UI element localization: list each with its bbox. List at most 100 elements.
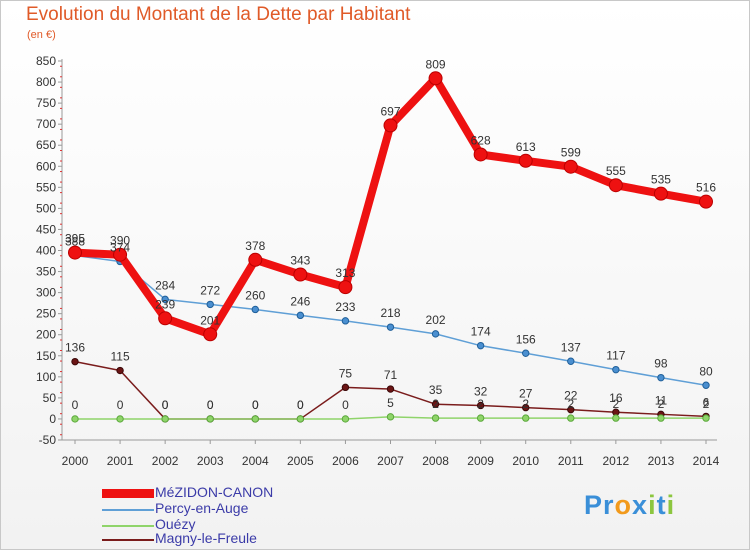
- data-point-mezidon: [68, 245, 82, 260]
- data-label-mezidon: 555: [606, 164, 626, 178]
- data-label-magny: 35: [429, 383, 443, 397]
- x-tick-label: 2005: [287, 454, 314, 468]
- y-tick-label: 750: [36, 96, 56, 110]
- y-tick-label: 500: [36, 201, 56, 215]
- data-label-ouezy: 0: [162, 398, 169, 412]
- data-label-percy: 374: [110, 240, 130, 254]
- y-tick-label: 550: [36, 180, 56, 194]
- data-point-magny: [71, 357, 79, 366]
- data-label-mezidon: 628: [471, 133, 491, 147]
- data-point-ouezy: [567, 414, 575, 422]
- data-point-ouezy: [702, 414, 710, 422]
- y-tick-label: 200: [36, 328, 56, 342]
- data-label-ouezy: 2: [658, 397, 665, 411]
- x-tick-label: 2001: [107, 454, 134, 468]
- data-point-ouezy: [612, 414, 620, 422]
- logo-letter: i: [666, 490, 676, 520]
- logo-letter: o: [614, 490, 633, 520]
- data-label-ouezy: 2: [432, 397, 439, 411]
- data-point-percy: [161, 295, 169, 304]
- legend-label-ouezy: Ouézy: [155, 516, 196, 532]
- data-label-percy: 233: [335, 300, 355, 314]
- legend-swatch-mezidon: [102, 489, 154, 498]
- data-point-mezidon: [338, 280, 353, 295]
- data-label-mezidon: 313: [335, 266, 355, 280]
- y-tick-label: 350: [36, 265, 56, 279]
- data-label-ouezy: 0: [342, 398, 349, 412]
- data-label-percy: 246: [290, 294, 310, 308]
- data-point-percy: [251, 305, 259, 314]
- data-point-magny: [386, 385, 395, 393]
- data-point-mezidon: [158, 311, 173, 326]
- legend-label-percy: Percy-en-Auge: [155, 500, 249, 516]
- data-label-mezidon: 599: [561, 146, 581, 160]
- data-label-percy: 174: [471, 325, 491, 339]
- data-label-magny: 71: [384, 368, 398, 382]
- y-tick-label: 650: [36, 138, 56, 152]
- x-tick-label: 2008: [422, 454, 449, 468]
- data-point-ouezy: [206, 415, 214, 423]
- data-point-ouezy: [296, 415, 305, 423]
- data-point-mezidon: [518, 153, 533, 168]
- y-tick-label: 850: [36, 54, 56, 68]
- y-tick-label: 600: [36, 159, 56, 173]
- data-label-magny: 0: [207, 398, 214, 412]
- data-label-mezidon: 378: [245, 239, 265, 253]
- x-tick-label: 2011: [558, 454, 584, 468]
- data-label-mezidon: 809: [426, 57, 446, 71]
- legend-label-mezidon: MéZIDON-CANON: [155, 484, 274, 500]
- data-point-percy: [657, 373, 665, 382]
- y-tick-label: 100: [36, 370, 56, 384]
- x-tick-label: 2014: [693, 454, 720, 468]
- data-point-percy: [206, 300, 214, 309]
- x-tick-label: 2009: [467, 454, 494, 468]
- data-point-magny: [341, 383, 350, 392]
- legend-swatch-magny: [102, 539, 154, 541]
- data-point-mezidon: [653, 186, 668, 201]
- proxiti-logo: Proxiti: [584, 490, 675, 521]
- data-point-ouezy: [522, 414, 530, 422]
- data-label-ouezy: 0: [207, 398, 214, 412]
- data-point-percy: [386, 323, 395, 331]
- x-tick-label: 2007: [377, 454, 404, 468]
- data-label-ouezy: 2: [703, 397, 710, 411]
- data-label-mezidon: 343: [290, 254, 310, 268]
- data-label-magny: 75: [339, 366, 353, 380]
- data-point-ouezy: [251, 415, 259, 423]
- data-point-magny: [476, 401, 485, 410]
- data-label-magny: 32: [474, 384, 488, 398]
- data-label-percy: 272: [200, 283, 220, 297]
- data-point-ouezy: [431, 414, 440, 422]
- data-label-mezidon: 395: [65, 232, 85, 246]
- data-label-ouezy: 2: [613, 397, 620, 411]
- data-point-magny: [522, 403, 530, 412]
- data-label-percy: 260: [245, 288, 265, 302]
- legend-swatch-ouezy: [102, 525, 154, 527]
- y-tick-label: 0: [49, 412, 56, 426]
- legend-swatch-percy: [102, 509, 154, 511]
- data-point-ouezy: [161, 415, 169, 423]
- logo-letter: x: [632, 490, 649, 520]
- data-point-mezidon: [203, 327, 218, 342]
- x-tick-label: 2000: [62, 454, 89, 468]
- y-tick-label: 50: [43, 391, 57, 405]
- x-tick-label: 2004: [242, 454, 269, 468]
- data-point-percy: [702, 381, 710, 389]
- chart-title: Evolution du Montant de la Dette par Hab…: [26, 4, 411, 25]
- data-label-percy: 117: [606, 349, 625, 363]
- y-tick-label: 250: [36, 307, 56, 321]
- data-point-percy: [612, 365, 620, 374]
- data-label-ouezy: 0: [297, 398, 304, 412]
- x-tick-label: 2003: [197, 454, 224, 468]
- data-label-magny: 115: [111, 350, 130, 364]
- data-label-ouezy: 0: [117, 398, 124, 412]
- data-point-magny: [567, 405, 575, 414]
- data-label-percy: 388: [65, 235, 85, 249]
- data-point-mezidon: [428, 71, 443, 86]
- data-label-mezidon: 390: [110, 234, 130, 248]
- data-label-percy: 284: [155, 278, 175, 292]
- y-tick-label: 300: [36, 286, 56, 300]
- x-tick-label: 2006: [332, 454, 359, 468]
